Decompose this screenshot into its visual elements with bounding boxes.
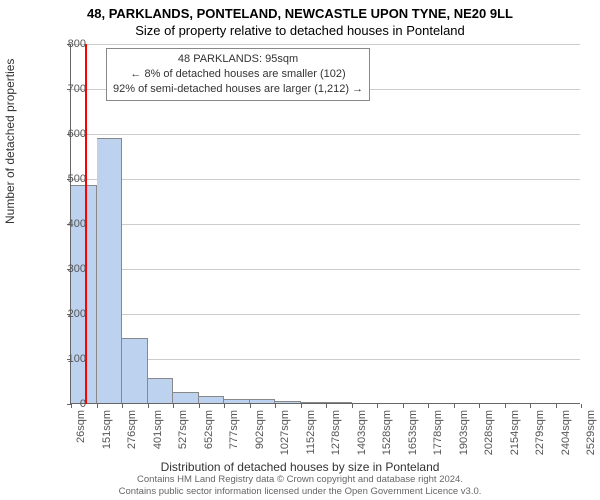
xtick-mark: [250, 404, 251, 408]
title-subtitle: Size of property relative to detached ho…: [0, 21, 600, 38]
xtick-mark: [301, 404, 302, 408]
xtick-mark: [224, 404, 225, 408]
histogram-bar: [199, 396, 225, 403]
xtick-mark: [148, 404, 149, 408]
xtick-mark: [275, 404, 276, 408]
ytick-label: 100: [46, 353, 86, 365]
ytick-label: 600: [46, 128, 86, 140]
xtick-mark: [479, 404, 480, 408]
gridline: [71, 269, 580, 270]
footer-line1: Contains HM Land Registry data © Crown c…: [0, 474, 600, 486]
ytick-label: 700: [46, 83, 86, 95]
chart-area: 26sqm151sqm276sqm401sqm527sqm652sqm777sq…: [70, 44, 580, 404]
gridline: [71, 134, 580, 135]
ytick-label: 400: [46, 218, 86, 230]
y-axis-label: Number of detached properties: [3, 59, 17, 224]
xtick-mark: [199, 404, 200, 408]
ytick-label: 0: [46, 398, 86, 410]
xtick-mark: [581, 404, 582, 408]
histogram-bar: [148, 378, 174, 403]
plot-region: 26sqm151sqm276sqm401sqm527sqm652sqm777sq…: [70, 44, 580, 404]
histogram-bar: [97, 138, 123, 404]
annotation-line2: ← 8% of detached houses are smaller (102…: [113, 67, 363, 82]
footer-line2: Contains public sector information licen…: [0, 486, 600, 498]
xtick-mark: [326, 404, 327, 408]
xtick-mark: [530, 404, 531, 408]
xtick-mark: [97, 404, 98, 408]
gridline: [71, 44, 580, 45]
histogram-bar: [250, 399, 276, 403]
footer-attribution: Contains HM Land Registry data © Crown c…: [0, 474, 600, 498]
annotation-box: 48 PARKLANDS: 95sqm← 8% of detached hous…: [106, 48, 370, 101]
ytick-label: 300: [46, 263, 86, 275]
gridline: [71, 179, 580, 180]
xtick-mark: [505, 404, 506, 408]
title-address: 48, PARKLANDS, PONTELAND, NEWCASTLE UPON…: [0, 0, 600, 21]
xtick-mark: [377, 404, 378, 408]
histogram-bar: [275, 401, 301, 403]
xtick-mark: [352, 404, 353, 408]
x-axis-label: Distribution of detached houses by size …: [0, 460, 600, 474]
histogram-bar: [301, 402, 327, 403]
xtick-mark: [173, 404, 174, 408]
ytick-label: 800: [46, 38, 86, 50]
gridline: [71, 224, 580, 225]
histogram-bar: [122, 338, 148, 403]
xtick-mark: [454, 404, 455, 408]
xtick-mark: [122, 404, 123, 408]
histogram-bar: [224, 399, 250, 404]
annotation-line1: 48 PARKLANDS: 95sqm: [113, 52, 363, 67]
annotation-line3: 92% of semi-detached houses are larger (…: [113, 82, 363, 97]
histogram-bar: [326, 402, 352, 403]
chart-container: 48, PARKLANDS, PONTELAND, NEWCASTLE UPON…: [0, 0, 600, 500]
xtick-mark: [556, 404, 557, 408]
ytick-label: 200: [46, 308, 86, 320]
xtick-mark: [428, 404, 429, 408]
gridline: [71, 314, 580, 315]
histogram-bar: [173, 392, 199, 403]
ytick-label: 500: [46, 173, 86, 185]
xtick-mark: [403, 404, 404, 408]
